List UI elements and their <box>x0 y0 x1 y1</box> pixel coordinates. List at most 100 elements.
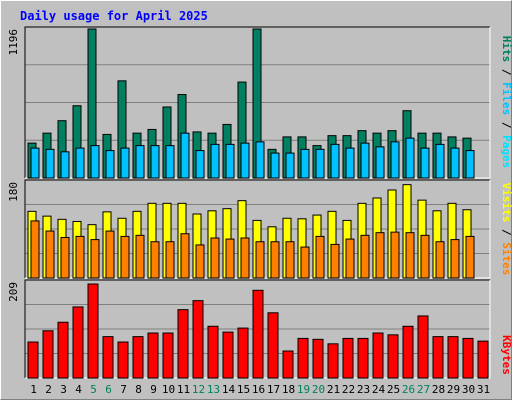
kbytes-bar <box>132 336 144 379</box>
day-label: 20 <box>312 383 325 396</box>
sites-bar <box>120 235 130 279</box>
day-label: 1 <box>30 383 37 396</box>
plot-border-dark <box>24 279 490 378</box>
sites-bar <box>210 237 220 279</box>
sites-bar <box>45 230 55 279</box>
day-label: 22 <box>342 383 355 396</box>
sites-bar <box>450 239 460 279</box>
day-label: 6 <box>105 383 112 396</box>
kbytes-bar <box>27 341 39 379</box>
day-label: 2 <box>45 383 52 396</box>
y-max-label-0: 1196 <box>7 29 20 56</box>
legend-entry-sites: Sites <box>500 242 512 275</box>
chart-title: Daily usage for April 2025 <box>20 9 208 23</box>
files-bar <box>375 146 385 179</box>
files-bar <box>390 141 400 179</box>
legend-1: Visits / Sites <box>500 183 512 276</box>
legend-separator: / <box>500 62 512 82</box>
files-bar <box>225 143 235 179</box>
y-max-label-2: 209 <box>7 282 20 302</box>
day-label: 12 <box>192 383 205 396</box>
kbytes-bar <box>117 341 129 379</box>
day-label: 9 <box>150 383 157 396</box>
sites-bar <box>90 239 100 279</box>
kbytes-bar <box>402 325 414 379</box>
kbytes-bar <box>102 336 114 379</box>
files-bar <box>255 141 265 179</box>
files-bar <box>240 142 250 179</box>
kbytes-bar <box>147 332 159 379</box>
kbytes-bar <box>72 306 84 379</box>
day-label: 19 <box>297 383 310 396</box>
kbytes-bar <box>252 289 264 379</box>
day-label: 14 <box>222 383 236 396</box>
files-bar <box>465 150 475 179</box>
files-bar <box>60 151 70 179</box>
sites-bar <box>135 234 145 279</box>
legend-entry-pages: Pages <box>500 135 512 168</box>
legend-2: KBytes <box>500 335 512 375</box>
sites-bar <box>405 232 415 279</box>
files-bar <box>435 143 445 179</box>
day-label: 8 <box>135 383 142 396</box>
sites-bar <box>150 241 160 279</box>
sites-bar <box>270 241 280 279</box>
legend-separator: / <box>500 222 512 242</box>
day-label: 11 <box>177 383 190 396</box>
kbytes-bar <box>177 309 189 379</box>
kbytes-bar <box>372 332 384 379</box>
plot-border-dark <box>24 26 490 178</box>
sites-bar <box>165 241 175 279</box>
sites-bar <box>225 238 235 279</box>
files-bar <box>315 148 325 179</box>
sites-bar <box>60 236 70 279</box>
day-label: 26 <box>402 383 415 396</box>
files-bar <box>450 147 460 179</box>
sites-bar <box>300 246 310 279</box>
files-bar <box>180 132 190 179</box>
day-label: 7 <box>120 383 127 396</box>
day-label: 24 <box>372 383 386 396</box>
sites-bar <box>255 241 265 279</box>
day-label: 4 <box>75 383 82 396</box>
day-label: 18 <box>282 383 295 396</box>
day-label: 25 <box>387 383 400 396</box>
legend-0: Hits / Files / Pages <box>500 36 512 169</box>
day-label: 15 <box>237 383 250 396</box>
kbytes-bar <box>432 336 444 379</box>
day-label: 21 <box>327 383 340 396</box>
kbytes-bar <box>417 315 429 379</box>
files-bar <box>90 145 100 179</box>
day-label: 10 <box>162 383 175 396</box>
files-bar <box>150 145 160 179</box>
day-label: 31 <box>477 383 490 396</box>
kbytes-bar <box>192 300 204 379</box>
legend-separator: / <box>500 115 512 135</box>
sites-bar <box>330 243 340 279</box>
kbytes-bar <box>237 327 249 379</box>
day-label: 17 <box>267 383 280 396</box>
kbytes-bar <box>387 334 399 379</box>
legend-entry-hits: Hits <box>500 36 512 63</box>
sites-bar <box>105 230 115 279</box>
files-bar <box>345 147 355 179</box>
files-bar <box>105 150 115 179</box>
sites-bar <box>30 220 40 279</box>
kbytes-bar <box>162 332 174 379</box>
sites-bar <box>285 241 295 279</box>
kbytes-bar <box>267 312 279 379</box>
sites-bar <box>375 232 385 279</box>
sites-bar <box>315 235 325 279</box>
files-bar <box>405 137 415 179</box>
sites-bar <box>75 235 85 279</box>
sites-bar <box>240 237 250 279</box>
files-bar <box>285 152 295 179</box>
day-label: 23 <box>357 383 370 396</box>
sites-bar <box>360 234 370 279</box>
files-bar <box>135 145 145 179</box>
sites-bar <box>195 244 205 279</box>
day-label: 16 <box>252 383 265 396</box>
kbytes-bar <box>297 337 309 379</box>
